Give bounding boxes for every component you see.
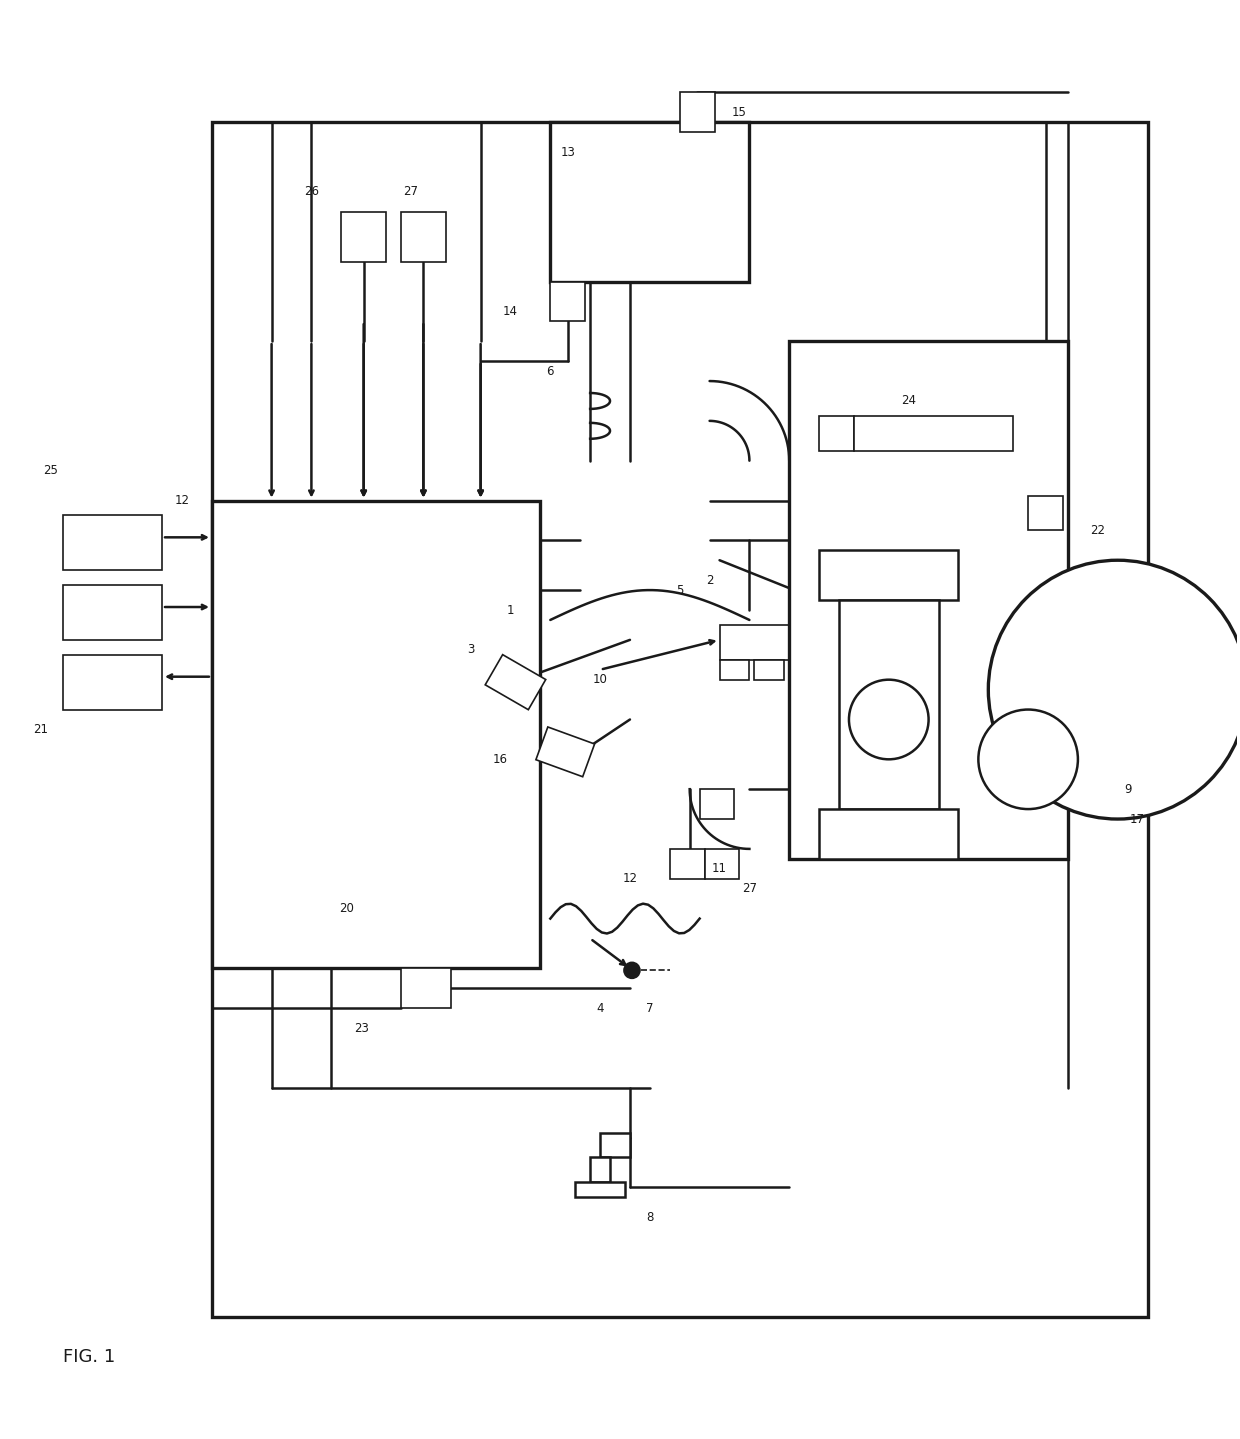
Text: 10: 10 <box>593 673 608 686</box>
Bar <box>820 550 959 600</box>
Bar <box>719 625 820 659</box>
Bar <box>680 92 714 132</box>
Text: 21: 21 <box>32 722 47 735</box>
Text: 8: 8 <box>646 1210 653 1223</box>
Bar <box>62 586 162 640</box>
Text: 1: 1 <box>507 603 515 616</box>
Text: 3: 3 <box>467 643 475 656</box>
Bar <box>820 416 854 450</box>
Bar <box>699 789 734 819</box>
Text: 24: 24 <box>901 394 916 407</box>
Text: 7: 7 <box>646 1002 653 1014</box>
Bar <box>551 122 749 282</box>
Bar <box>719 659 749 679</box>
Bar <box>62 655 162 709</box>
Text: 23: 23 <box>353 1022 368 1035</box>
Text: 27: 27 <box>403 186 418 199</box>
Bar <box>212 122 1147 1317</box>
Bar <box>854 416 1013 450</box>
Text: 17: 17 <box>1130 813 1145 826</box>
Bar <box>839 600 939 809</box>
Bar <box>341 212 386 262</box>
Bar <box>820 809 959 859</box>
Circle shape <box>978 709 1078 809</box>
Bar <box>704 849 739 879</box>
Bar <box>536 727 595 777</box>
Bar <box>820 625 844 659</box>
Text: 9: 9 <box>1123 783 1131 796</box>
Text: 2: 2 <box>706 574 713 587</box>
Bar <box>62 515 162 570</box>
Text: 16: 16 <box>494 753 508 766</box>
Bar <box>590 1157 610 1183</box>
Text: 12: 12 <box>622 872 637 885</box>
Text: FIG. 1: FIG. 1 <box>62 1347 115 1366</box>
Text: 6: 6 <box>547 364 554 377</box>
Text: 25: 25 <box>42 465 57 478</box>
Text: 5: 5 <box>676 584 683 597</box>
Bar <box>485 655 546 709</box>
Text: 12: 12 <box>175 494 190 507</box>
Text: 20: 20 <box>339 902 353 915</box>
Bar <box>670 849 704 879</box>
Circle shape <box>988 560 1240 819</box>
Text: 4: 4 <box>596 1002 604 1014</box>
Text: 11: 11 <box>712 862 727 875</box>
Bar <box>401 212 446 262</box>
Circle shape <box>849 679 929 760</box>
Text: 13: 13 <box>560 145 575 158</box>
Text: 15: 15 <box>732 106 746 119</box>
Bar <box>789 659 820 679</box>
Bar <box>789 341 1068 859</box>
Circle shape <box>624 963 640 979</box>
Text: 22: 22 <box>1090 524 1105 537</box>
Text: 27: 27 <box>742 882 756 895</box>
Text: 26: 26 <box>304 186 319 199</box>
Bar <box>551 282 585 321</box>
Bar <box>401 968 451 1009</box>
Bar <box>575 1183 625 1197</box>
Bar <box>600 1132 630 1157</box>
Bar <box>754 659 784 679</box>
Bar <box>212 501 541 968</box>
Text: 14: 14 <box>503 305 518 318</box>
Bar <box>1028 495 1063 531</box>
